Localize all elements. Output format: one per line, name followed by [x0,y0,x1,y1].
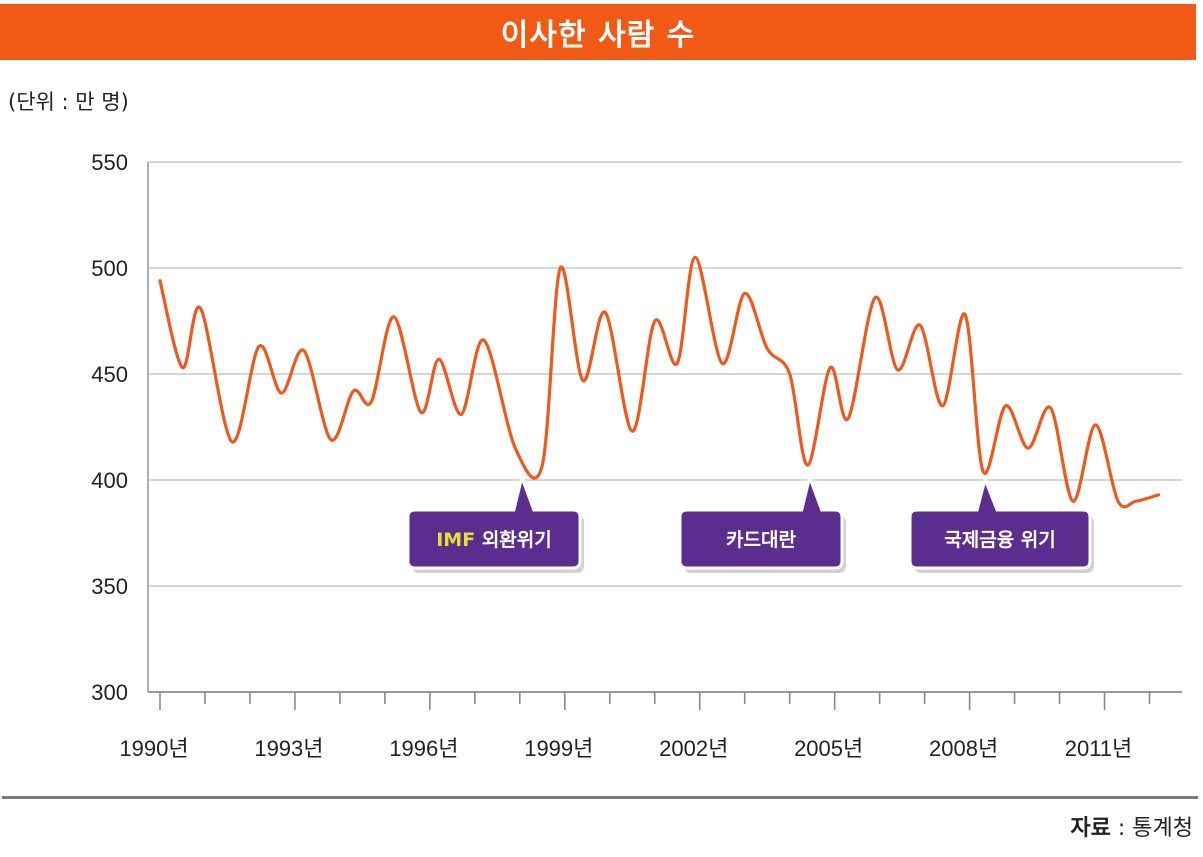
unit-label: (단위 : 만 명) [8,90,129,114]
y-tick-label: 300 [91,680,128,705]
callout-label: IMF 외환위기 [436,529,552,551]
x-tick-label: 2005년 [794,736,863,761]
x-tick-label: 2011년 [1065,736,1133,761]
callout-layer: IMF 외환위기 카드대란 국제금융 위기 [406,472,1094,573]
y-tick-label: 350 [91,574,128,599]
source-credit: 자료 : 통계청 [1070,810,1193,842]
y-tick-label: 450 [91,362,128,387]
x-tick-label: 1990년 [119,736,188,761]
x-tick-label: 1999년 [524,736,593,761]
x-tick-label: 2008년 [929,736,998,761]
y-tick-label: 550 [91,150,128,175]
x-tick-label: 1996년 [389,736,458,761]
callout-bubble [678,472,844,570]
callout-2: 국제금융 위기 [908,474,1094,573]
callout-bubble [406,472,582,570]
callout-1: 카드대란 [678,472,846,573]
bottom-divider [2,796,1198,799]
x-tick-label: 2002년 [659,736,728,761]
callout-label: 국제금융 위기 [944,529,1056,551]
callout-0: IMF 외환위기 [406,472,584,573]
x-tick-label: 1993년 [254,736,323,761]
source-separator: : [1110,816,1133,841]
series-layer [158,255,1161,509]
callout-bubble [908,474,1092,570]
source-value: 통계청 [1132,816,1193,841]
y-tick-label: 500 [91,256,128,281]
series-line-0 [158,255,1161,509]
axis-layer: 300 350 400 450 500 550 1990년 1993년 1996년 1999년 20… [91,150,1151,761]
grid-layer [147,161,1182,693]
callout-label: 카드대란 [726,529,796,551]
chart-title: 이사한 사람 수 [0,4,1196,60]
callout-highlight: IMF [436,529,475,551]
y-tick-label: 400 [91,468,128,493]
source-label: 자료 [1070,816,1111,841]
